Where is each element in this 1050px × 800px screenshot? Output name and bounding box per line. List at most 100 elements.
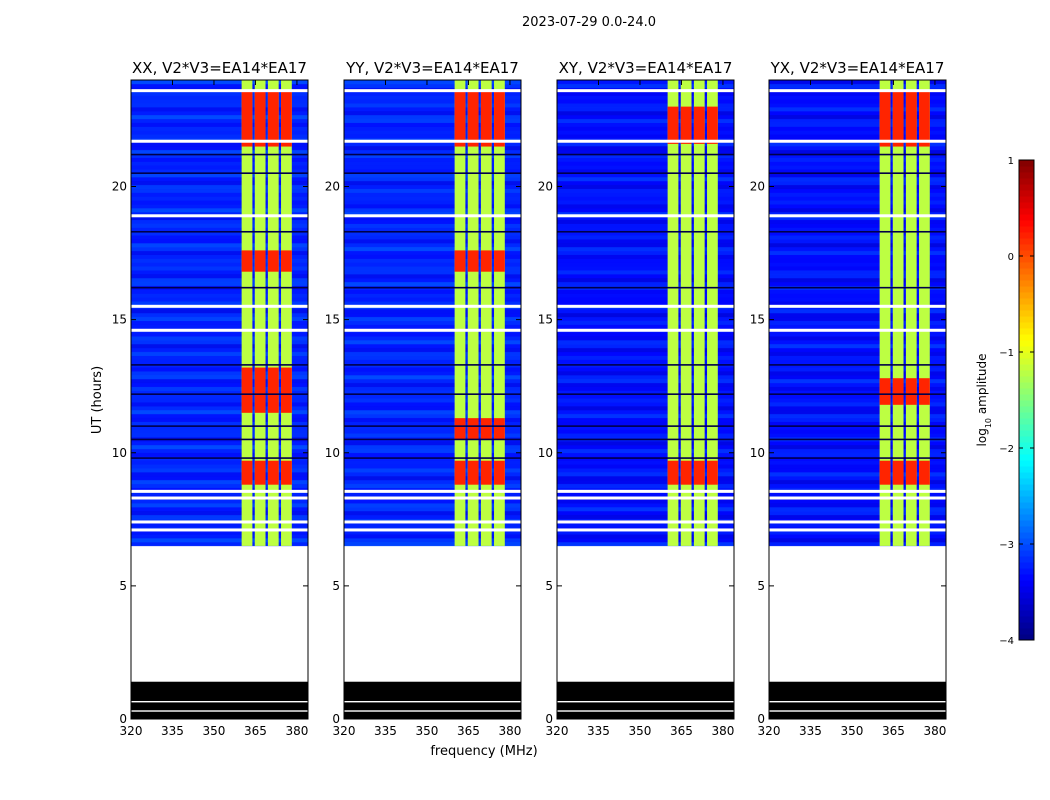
noise-row — [131, 258, 308, 263]
noise-row — [769, 95, 946, 100]
noise-row — [557, 382, 734, 388]
dark-row — [769, 286, 946, 289]
noise-row — [344, 239, 521, 244]
noise-row — [557, 146, 734, 151]
noise-row — [769, 301, 946, 306]
noise-row — [769, 542, 946, 547]
noise-row — [344, 161, 521, 166]
noise-row — [557, 386, 734, 391]
noise-row — [769, 173, 946, 178]
noise-row — [131, 312, 308, 318]
noise-row — [557, 165, 734, 170]
noise-row — [557, 274, 734, 279]
noise-row — [557, 114, 734, 120]
noise-row — [344, 375, 521, 380]
noise-row — [344, 425, 521, 430]
colorbar-segment — [1019, 568, 1034, 575]
panel-title: XY, V2*V3=EA14*EA17 — [559, 59, 733, 77]
colorbar-segment — [1019, 460, 1034, 467]
noise-row — [557, 200, 734, 205]
colorbar-segment — [1019, 394, 1034, 401]
noise-row — [344, 289, 521, 294]
noise-row — [557, 173, 734, 178]
noise-row — [769, 153, 946, 158]
noise-row — [344, 324, 521, 329]
panel-title: YY, V2*V3=EA14*EA17 — [345, 59, 519, 77]
noise-row — [344, 472, 521, 477]
flagged-block-gap — [557, 700, 734, 703]
rfi-bright-region — [267, 90, 279, 147]
noise-row — [131, 320, 308, 325]
noise-row — [131, 332, 308, 337]
noise-row — [557, 522, 734, 527]
colorbar-segment — [1019, 472, 1034, 479]
rfi-bright-region — [892, 460, 904, 485]
dark-row — [557, 286, 734, 289]
dark-row — [131, 172, 308, 174]
noise-row — [557, 278, 734, 283]
flagged-row — [344, 214, 521, 218]
noise-row — [344, 421, 521, 426]
noise-row — [557, 483, 734, 488]
noise-row — [344, 406, 521, 411]
noise-row — [769, 336, 946, 341]
noise-row — [131, 429, 308, 434]
y-tick-label: 5 — [757, 579, 765, 593]
colorbar-segment — [1019, 184, 1034, 191]
noise-row — [131, 146, 308, 151]
colorbar-segment — [1019, 538, 1034, 545]
colorbar-segment — [1019, 580, 1034, 587]
noise-row — [131, 95, 308, 100]
colorbar-label: log10 amplitude — [975, 354, 993, 447]
noise-row — [769, 254, 946, 259]
noise-row — [557, 367, 734, 372]
x-tick-label: 350 — [416, 724, 439, 738]
noise-row — [769, 293, 946, 298]
rfi-bright-region — [879, 378, 891, 405]
noise-row — [557, 231, 734, 236]
noise-row — [131, 177, 308, 182]
noise-row — [557, 476, 734, 481]
colorbar-segment — [1019, 316, 1034, 323]
noise-row — [557, 243, 734, 248]
dark-row — [344, 230, 521, 233]
noise-row — [344, 316, 521, 322]
noise-row — [557, 258, 734, 263]
noise-row — [344, 281, 521, 287]
noise-row — [131, 542, 308, 547]
noise-row — [344, 130, 521, 135]
noise-row — [131, 534, 308, 539]
dark-row — [344, 153, 521, 156]
noise-row — [344, 192, 521, 197]
rfi-bright-region — [905, 460, 917, 485]
rfi-bright-region — [254, 367, 266, 413]
noise-row — [769, 103, 946, 108]
noise-row — [131, 367, 308, 372]
rfi-bright-region — [905, 90, 917, 147]
dark-row — [131, 457, 308, 459]
rfi-bright-region — [680, 460, 692, 485]
dark-row — [344, 425, 521, 427]
noise-row — [769, 118, 946, 124]
noise-row — [557, 390, 734, 395]
rfi-bright-region — [494, 460, 505, 485]
noise-row — [769, 359, 946, 364]
noise-row — [769, 165, 946, 170]
noise-row — [769, 503, 946, 508]
noise-row — [344, 223, 521, 228]
colorbar-segment — [1019, 370, 1034, 377]
noise-row — [344, 351, 521, 356]
noise-row — [769, 91, 946, 96]
noise-row — [557, 301, 734, 306]
noise-row — [769, 316, 946, 322]
noise-row — [131, 83, 308, 89]
rfi-bright-region — [454, 418, 466, 440]
noise-row — [557, 130, 734, 135]
noise-row — [131, 499, 308, 504]
noise-row — [344, 312, 521, 318]
rfi-bright-region — [892, 90, 904, 147]
noise-row — [344, 196, 521, 201]
rfi-bright-region — [892, 378, 904, 405]
dark-row — [769, 393, 946, 395]
noise-row — [344, 114, 521, 120]
